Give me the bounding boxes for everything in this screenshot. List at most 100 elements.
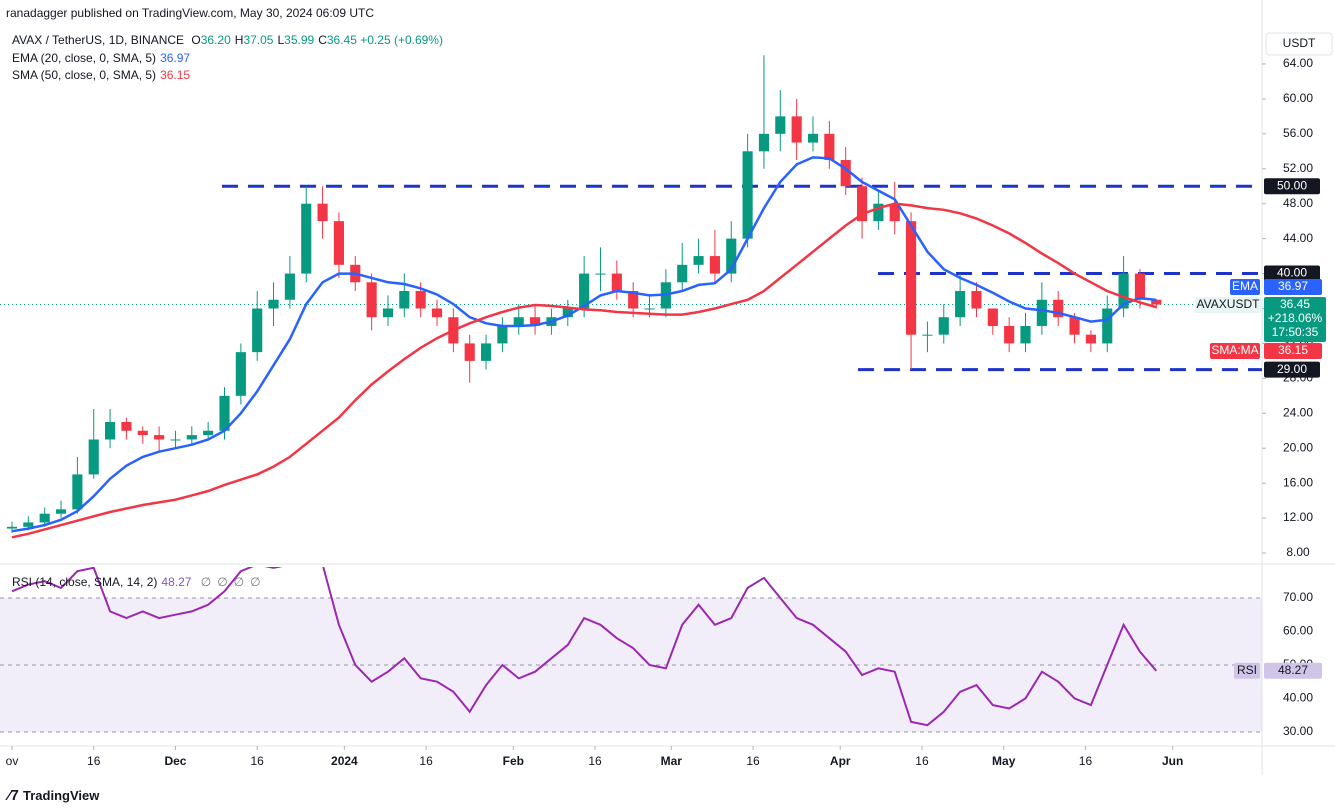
x-tick-label: 2024 [331, 754, 358, 768]
candle-body [464, 343, 475, 361]
candle-body [922, 334, 933, 336]
rsi-params: RSI (14, close, SMA, 14, 2) [12, 575, 158, 589]
publish-header: ranadagger published on TradingView.com,… [6, 6, 375, 20]
level-tag [1264, 178, 1320, 195]
x-tick-label: 16 [915, 754, 929, 768]
price-pane [0, 55, 1262, 539]
candle-body [399, 291, 410, 309]
candle-body [1004, 325, 1015, 344]
x-tick-label: Jun [1162, 754, 1183, 768]
candle-body [579, 273, 590, 309]
candle-body [1102, 308, 1113, 344]
rsi-legend: RSI (14, close, SMA, 14, 2) 48.27 ∅ ∅ ∅ ∅ [12, 575, 261, 589]
x-tick-label: Apr [830, 754, 851, 768]
sma-tag-value-box [1264, 343, 1322, 359]
currency: USDT [1283, 36, 1316, 50]
sma-value: 36.15 [160, 68, 191, 82]
ohlc-label: L [277, 33, 285, 47]
candle-body [268, 299, 279, 309]
candle-body [840, 160, 851, 187]
y-tick-label: 64.00 [1283, 56, 1313, 70]
y-tick-label: 24.00 [1283, 405, 1313, 419]
ema-legend: EMA (20, close, 0, SMA, 5) 36.97 [12, 51, 190, 65]
candle-body [6, 526, 18, 529]
symbol: AVAX / TetherUS, 1D, BINANCE [12, 33, 185, 47]
x-tick-label: 16 [251, 754, 265, 768]
level-label: 40.00 [1277, 266, 1307, 280]
sma-legend: SMA (50, close, 0, SMA, 5) 36.15 [12, 68, 190, 82]
rsi-value: 48.27 [161, 575, 192, 589]
ohlc-value: 37.05 [243, 33, 274, 47]
level-label: 29.00 [1277, 362, 1307, 376]
candle-body [235, 352, 246, 396]
candle-body [677, 264, 688, 283]
candle-body [284, 273, 295, 300]
symbol-legend: AVAX / TetherUS, 1D, BINANCE O36.20 H37.0… [12, 33, 443, 47]
sma-params: SMA (50, close, 0, SMA, 5) [12, 68, 157, 82]
ohlc-label: O [191, 33, 201, 47]
candle-body [55, 509, 67, 514]
candle-body [530, 317, 541, 326]
y-tick-label: 12.00 [1283, 510, 1313, 524]
ema-tag-name: EMA [1232, 279, 1258, 293]
rsi-tag-name: RSI [1237, 663, 1257, 677]
last-price-change: +218.06% [1268, 311, 1323, 325]
candle-body [873, 203, 884, 222]
candle-body [906, 221, 917, 335]
candle-body [39, 513, 50, 523]
candle-body [644, 308, 655, 310]
candle-body [203, 430, 214, 436]
candle-body [1036, 299, 1047, 326]
rsi-line [11, 567, 1158, 727]
ohlc-label: C [318, 33, 327, 47]
x-tick-label: 16 [87, 754, 101, 768]
candle-body [23, 522, 34, 527]
candle-body [88, 439, 99, 475]
ma-line [11, 156, 1157, 533]
rsi-tag-value-box [1264, 662, 1322, 679]
candle-body [1134, 273, 1146, 300]
candle-body [987, 308, 998, 326]
x-tick-label: 16 [419, 754, 433, 768]
x-tick-label: Feb [503, 754, 524, 768]
candle-body [415, 291, 426, 309]
rsi-tick-label: 40.00 [1283, 691, 1313, 705]
rsi-tag-value: 48.27 [1278, 663, 1308, 677]
candle-body [121, 422, 132, 431]
y-tick-label: 48.00 [1283, 196, 1313, 210]
candle-body [628, 291, 639, 309]
candle-body [775, 116, 786, 134]
last-price-box [1264, 297, 1326, 342]
symbol-tag-box [1195, 297, 1261, 313]
ema-tag-value-box [1264, 279, 1322, 295]
candle-body [497, 325, 508, 344]
rsi-extra: ∅ [217, 575, 228, 589]
candle-body [726, 238, 737, 274]
candle-body [1118, 273, 1129, 309]
candle-body [824, 133, 835, 161]
candle-body [611, 273, 622, 292]
candle-body [1020, 325, 1031, 344]
rsi-extra: ∅ [200, 575, 212, 589]
rsi-extras: ∅ ∅ ∅ ∅ [195, 575, 261, 589]
sma-tag-name: SMA:MA [1211, 343, 1258, 357]
candle-body [137, 430, 148, 436]
currency-box[interactable] [1265, 32, 1333, 56]
candle-body [170, 439, 181, 441]
y-tick-label: 20.00 [1283, 440, 1313, 454]
level-tag [1264, 265, 1320, 282]
candle-body [1085, 334, 1096, 344]
brand: ⁄7 TradingView [8, 787, 100, 804]
candle-body [219, 395, 230, 431]
rsi-tick-label: 30.00 [1283, 724, 1313, 738]
candle-body [301, 203, 312, 274]
ohlc-label: H [234, 33, 244, 47]
y-tick-label: 16.00 [1283, 475, 1313, 489]
x-tick-label: Mar [661, 754, 683, 768]
ohlc: O36.20 H37.05 L35.99 C36.45 [187, 33, 357, 47]
x-tick-label: 16 [1079, 754, 1093, 768]
candle-body [480, 343, 492, 361]
ohlc-value: 36.45 [326, 33, 357, 47]
level-tag [1264, 361, 1320, 378]
